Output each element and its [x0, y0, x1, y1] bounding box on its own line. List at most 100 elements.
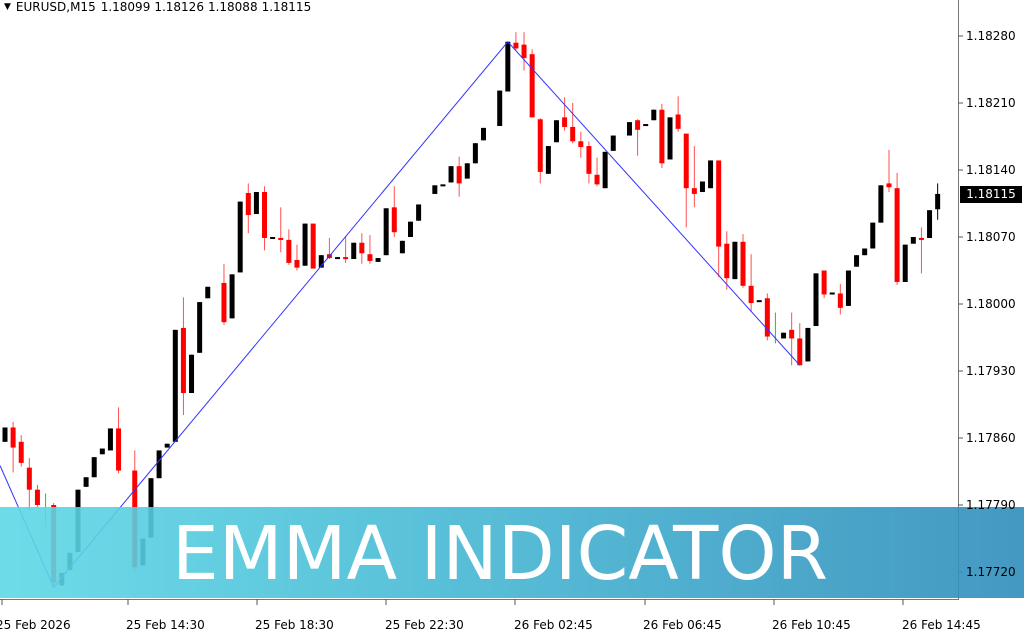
candle	[416, 204, 422, 221]
candle-body	[927, 210, 933, 238]
candle-body	[854, 255, 860, 267]
candle-body	[221, 282, 227, 323]
candle-body	[935, 193, 941, 210]
candle	[553, 120, 559, 143]
candle-body	[180, 327, 186, 394]
price-tick: 1.18000	[966, 297, 1016, 311]
candle-body	[732, 241, 738, 280]
candle-body	[894, 188, 900, 282]
title-banner: EMMA INDICATOR	[0, 507, 1024, 598]
candle-body	[545, 146, 551, 174]
candle-body	[286, 239, 292, 263]
candle	[205, 286, 211, 299]
candle	[221, 263, 227, 326]
candle	[91, 457, 97, 478]
candle	[910, 236, 916, 244]
symbol-label: EURUSD,M15	[15, 0, 96, 14]
candle	[659, 103, 665, 169]
candle	[886, 149, 892, 193]
low-value: 1.18088	[207, 0, 258, 14]
candle-body	[26, 467, 32, 490]
candle	[708, 160, 714, 189]
candle-body	[740, 241, 746, 286]
candle	[116, 407, 122, 474]
time-tick: 25 Feb 2026	[0, 618, 71, 632]
candle-body	[878, 185, 884, 223]
price-tick: 1.18280	[966, 29, 1016, 43]
candle-body	[189, 354, 195, 394]
candle-body	[432, 185, 438, 194]
candle	[845, 270, 851, 306]
candle	[748, 254, 754, 312]
candle	[537, 118, 543, 184]
candle-body	[116, 428, 122, 471]
candle-body	[318, 255, 324, 268]
price-tick: 1.17930	[966, 364, 1016, 378]
candle-body	[570, 126, 576, 142]
candle-body	[683, 133, 689, 189]
candle	[270, 236, 276, 239]
candle-body	[774, 312, 776, 344]
candle	[854, 255, 860, 267]
candle	[756, 300, 762, 303]
time-tick: 26 Feb 06:45	[643, 618, 722, 632]
candle	[237, 201, 243, 273]
candle-body	[651, 109, 657, 121]
candle-body	[626, 122, 632, 136]
candle	[716, 160, 722, 278]
candle-body	[513, 42, 519, 49]
chart-header: ▼ EURUSD,M15 1.18099 1.18126 1.18088 1.1…	[4, 0, 311, 14]
candle-body	[408, 221, 413, 237]
candle-body	[675, 114, 681, 129]
candle-body	[262, 192, 268, 238]
candle-body	[359, 242, 365, 254]
time-tick: 25 Feb 22:30	[385, 618, 464, 632]
candle	[440, 184, 446, 187]
candle	[164, 443, 170, 448]
candle-body	[797, 338, 803, 366]
candle	[480, 127, 486, 141]
candle-body	[383, 208, 389, 256]
candle	[189, 354, 195, 394]
candle-body	[164, 443, 170, 448]
candle-body	[440, 184, 446, 187]
high-value: 1.18126	[154, 0, 204, 14]
candle	[643, 124, 649, 127]
candle-body	[578, 141, 584, 148]
candle-body	[602, 151, 608, 189]
candle-body	[197, 302, 203, 353]
candle-body	[716, 160, 722, 247]
candle-body	[529, 54, 535, 118]
time-tick: 26 Feb 14:45	[902, 618, 981, 632]
price-tick: 1.18210	[966, 96, 1016, 110]
candle	[180, 297, 186, 416]
candle-body	[270, 236, 276, 239]
candle	[870, 222, 876, 249]
candle	[10, 421, 16, 473]
candle-body	[172, 329, 178, 442]
candle	[359, 233, 365, 264]
candle	[172, 329, 178, 442]
candle	[505, 41, 511, 92]
collapse-triangle-icon[interactable]: ▼	[4, 2, 11, 12]
candle-body	[448, 166, 454, 183]
candle	[383, 208, 389, 256]
candle	[829, 292, 835, 295]
candle	[626, 122, 632, 136]
candle	[635, 119, 641, 156]
candle-body	[756, 300, 762, 303]
candle-body	[845, 270, 851, 306]
candle	[740, 234, 746, 288]
candle	[813, 273, 819, 327]
candle-body	[278, 237, 284, 240]
candle-body	[724, 243, 730, 279]
candle	[586, 141, 592, 184]
candle	[675, 96, 681, 132]
candle-body	[635, 120, 641, 130]
candle-body	[91, 457, 97, 478]
candle-body	[399, 240, 405, 254]
candle	[821, 270, 827, 299]
candle	[156, 450, 162, 479]
candle-body	[862, 248, 868, 256]
candle-body	[310, 223, 316, 269]
